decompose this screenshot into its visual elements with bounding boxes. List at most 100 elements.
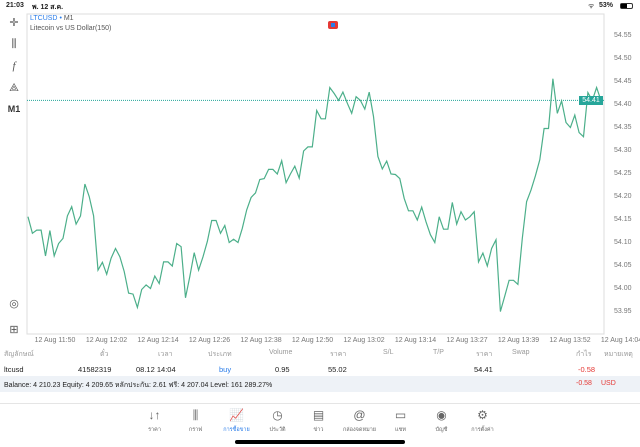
- candlestick-icon[interactable]: ⫼: [11, 38, 17, 50]
- data-point: [290, 173, 291, 175]
- col-tp: T/P: [433, 349, 444, 356]
- timeframe-button[interactable]: M1: [7, 104, 21, 114]
- data-point: [123, 271, 125, 272]
- data-point: [32, 233, 33, 234]
- nav-label: กล่องจดหมาย: [342, 427, 377, 433]
- mailbox-icon: @: [353, 408, 366, 422]
- data-point: [500, 311, 501, 312]
- nav-item-history[interactable]: ◷ ประวัติ: [257, 408, 298, 434]
- data-point: [513, 279, 514, 281]
- data-point: [268, 169, 269, 170]
- trade-icon: 📈: [229, 408, 244, 422]
- data-point: [281, 160, 282, 161]
- price-chart[interactable]: [0, 0, 640, 345]
- y-tick-label: 54.10: [614, 239, 632, 246]
- data-point: [521, 238, 523, 239]
- indicator-icon[interactable]: ◎: [9, 298, 19, 310]
- crosshair-icon[interactable]: ✛: [9, 17, 19, 29]
- data-point: [416, 219, 418, 221]
- nav-item-settings[interactable]: ⚙ การตั้งค่า: [462, 408, 503, 434]
- status-date: พ. 12 ส.ค.: [32, 4, 64, 11]
- data-point: [45, 255, 46, 257]
- row-ticket: 41582319: [78, 365, 112, 374]
- data-point: [333, 93, 335, 94]
- data-point: [259, 179, 261, 180]
- one-click-trading-icon[interactable]: [328, 21, 338, 29]
- data-point: [303, 150, 304, 152]
- data-point: [386, 160, 387, 162]
- account-summary-bar: Balance: 4 210.23 Equity: 4 209.65 หลักป…: [0, 376, 640, 392]
- x-tick-label: 12 Aug 13:52: [549, 337, 591, 344]
- data-point: [565, 122, 567, 123]
- data-point: [198, 269, 199, 271]
- data-point: [486, 265, 488, 267]
- col-time: เวลา: [158, 351, 173, 358]
- x-tick-label: 12 Aug 12:14: [137, 337, 179, 344]
- data-point: [40, 229, 42, 231]
- data-point: [285, 182, 287, 184]
- data-point: [106, 273, 108, 275]
- function-icon[interactable]: f: [12, 60, 16, 72]
- data-point: [412, 210, 414, 212]
- data-point: [58, 243, 59, 244]
- battery-icon: [620, 3, 633, 9]
- x-tick-label: 12 Aug 12:50: [291, 337, 334, 344]
- data-point: [338, 100, 339, 101]
- nav-item-account[interactable]: ◉ บัญชี: [421, 408, 462, 434]
- symbol-name[interactable]: LTCUSD: [30, 15, 58, 22]
- data-point: [570, 127, 571, 128]
- data-point: [517, 284, 519, 285]
- nav-item-news[interactable]: ▤ ข่าว: [298, 408, 339, 434]
- data-point: [84, 183, 86, 185]
- data-point: [154, 275, 156, 277]
- data-point: [447, 228, 449, 230]
- data-point: [535, 175, 536, 177]
- chart-symbol-header[interactable]: LTCUSD • M1: [30, 15, 74, 23]
- data-point: [294, 165, 296, 167]
- data-point: [399, 178, 401, 179]
- data-point: [233, 239, 234, 240]
- shapes-icon[interactable]: ⟁: [9, 82, 19, 94]
- nav-item-quotes[interactable]: ↓↑ ราคา: [134, 408, 175, 434]
- data-point: [434, 242, 436, 243]
- data-point: [443, 228, 444, 230]
- data-point: [425, 221, 427, 223]
- data-point: [97, 269, 99, 271]
- data-point: [451, 202, 453, 203]
- data-point: [277, 173, 278, 175]
- data-point: [395, 174, 396, 175]
- quotes-icon: ↓↑: [148, 408, 161, 422]
- data-point: [312, 146, 313, 148]
- data-point: [180, 246, 182, 247]
- y-tick-label: 54.05: [614, 262, 632, 269]
- data-point: [150, 288, 151, 289]
- data-point: [53, 255, 55, 257]
- nav-item-trade[interactable]: 📈 การซื้อขาย: [216, 408, 257, 434]
- data-point: [115, 248, 116, 249]
- y-tick-label: 54.15: [614, 216, 632, 223]
- battery-percent: 53%: [599, 2, 614, 9]
- data-point: [508, 279, 510, 281]
- data-point: [193, 252, 195, 253]
- data-point: [224, 225, 226, 226]
- nav-item-mailbox[interactable]: @ กล่องจดหมาย: [339, 408, 380, 434]
- chart-icon: ⫼: [192, 408, 199, 422]
- data-point: [158, 283, 160, 284]
- x-tick-label: 12 Aug 13:14: [394, 337, 437, 344]
- data-point: [583, 136, 584, 138]
- row-profit: -0.58: [578, 365, 596, 374]
- data-point: [587, 92, 589, 93]
- data-point: [93, 215, 94, 217]
- data-point: [163, 261, 164, 263]
- home-indicator[interactable]: [235, 440, 405, 444]
- nav-item-chat[interactable]: ▭ แชท: [380, 408, 421, 434]
- account-icon: ◉: [436, 408, 447, 422]
- add-chart-icon[interactable]: ⊞: [9, 324, 19, 336]
- col-open-price: ราคา: [330, 351, 347, 358]
- nav-item-chart[interactable]: ⫼ กราฟ: [175, 408, 216, 434]
- nav-label: บัญชี: [435, 427, 448, 433]
- data-point: [526, 201, 527, 202]
- account-currency: USD: [601, 380, 616, 387]
- data-point: [482, 252, 484, 254]
- y-tick-label: 54.00: [614, 285, 632, 292]
